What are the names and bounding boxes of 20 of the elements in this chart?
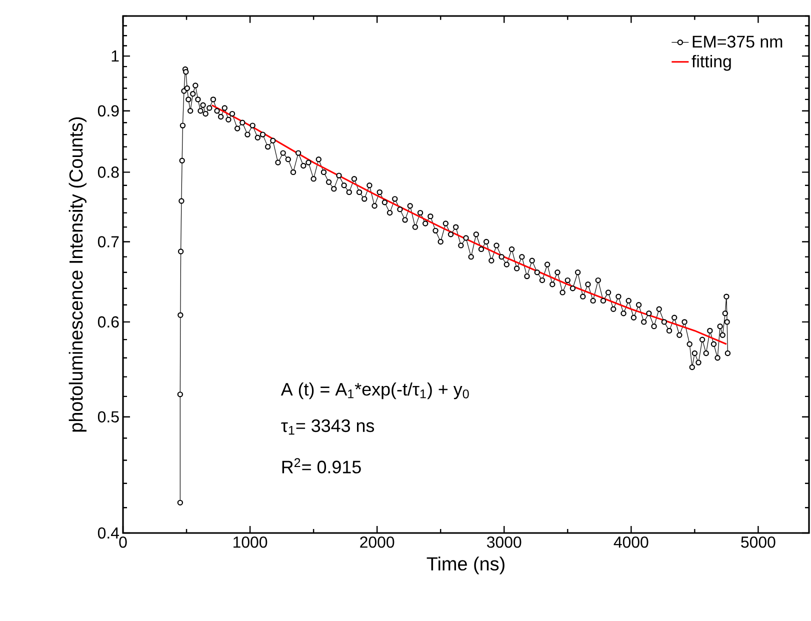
annotation: A (t) = A$_{1}$*exp(-t/τ$_{1}$) + y$_{0}$ xyxy=(280,382,469,400)
x-tick-label: 4000 xyxy=(614,536,648,548)
y-tick-label: 0.4 xyxy=(98,527,120,539)
y-tick-label: 0.5 xyxy=(98,411,119,422)
x-tick-label: 1000 xyxy=(234,536,268,548)
x-tick-label: 5000 xyxy=(741,536,776,548)
x-axis-title: Time (ns) xyxy=(426,556,504,574)
y-tick-label: 0.9 xyxy=(98,105,119,117)
legend-label: EM=375 nm xyxy=(692,36,782,48)
annotation: τ$_{1}$= 3343 ns xyxy=(281,419,374,435)
x-tick-label: 2000 xyxy=(360,536,394,548)
y-tick-label: 0.6 xyxy=(98,316,119,328)
x-tick-label: 0 xyxy=(119,536,127,548)
y-tick-label: 0.8 xyxy=(98,166,119,178)
legend-label: fitting xyxy=(692,54,731,71)
y-axis-title: photoluminescence Intensity (Counts) xyxy=(68,117,86,432)
x-tick-label: 3000 xyxy=(487,536,522,548)
y-tick-label: 1 xyxy=(112,50,119,62)
annotation: R$^{2}$= 0.915 xyxy=(282,458,361,474)
y-tick-label: 0.7 xyxy=(98,236,119,248)
